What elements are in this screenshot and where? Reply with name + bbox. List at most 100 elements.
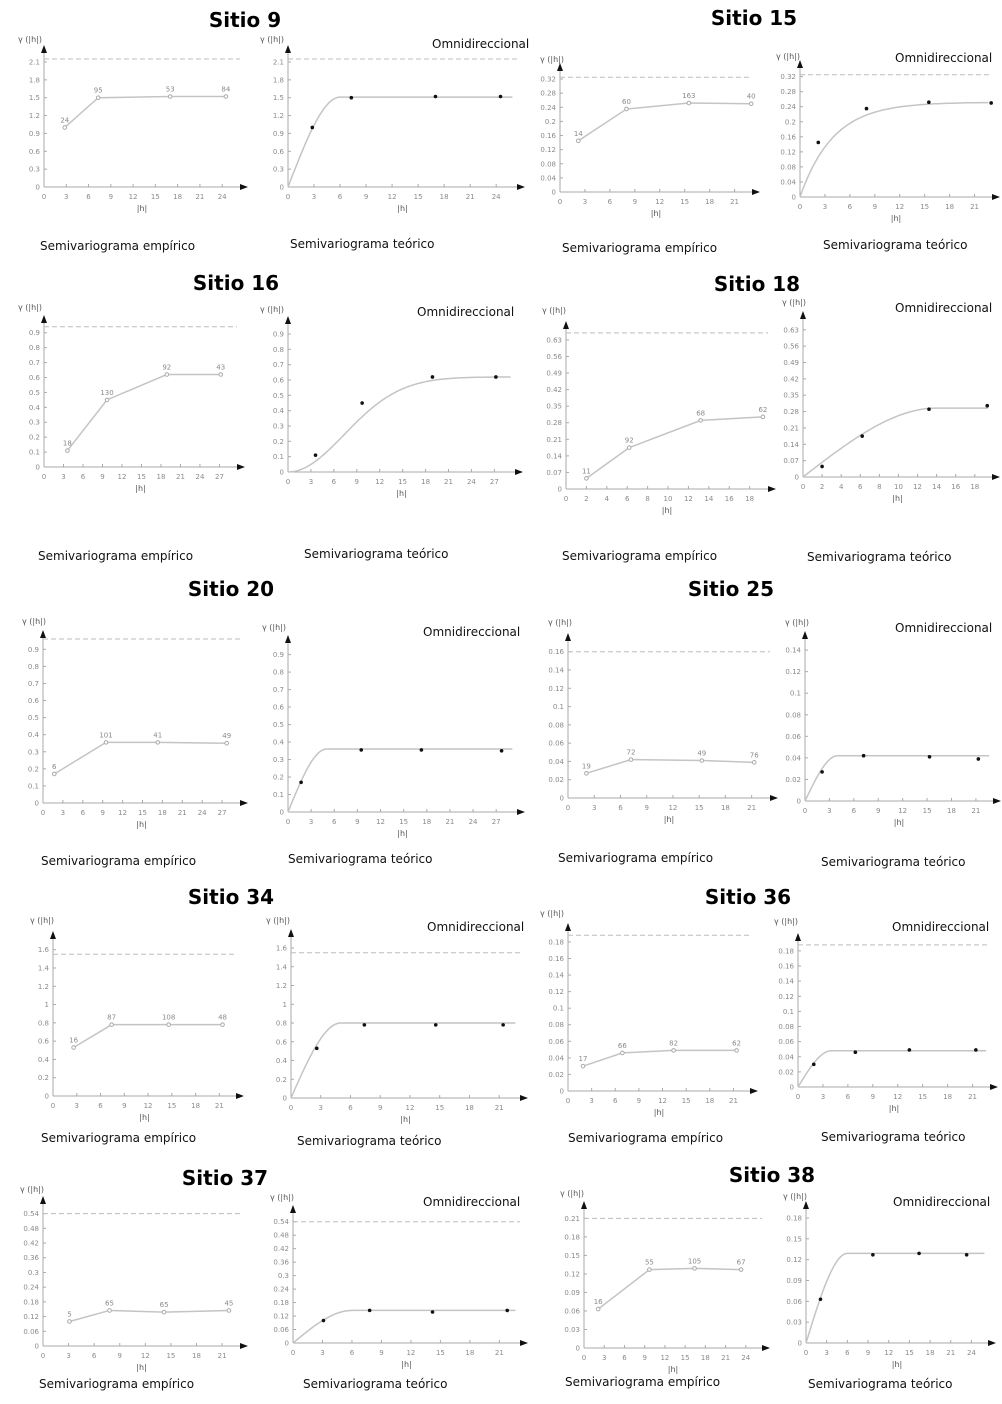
site-title: Sitio 9 bbox=[208, 8, 282, 32]
empirical-point bbox=[671, 1048, 676, 1053]
x-axis-arrow-icon bbox=[517, 809, 525, 815]
y-tick-label: 0.4 bbox=[276, 1057, 288, 1065]
y-tick-label: 0.18 bbox=[548, 938, 564, 946]
x-tick-label: 21 bbox=[971, 807, 980, 815]
x-tick-label: 18 bbox=[440, 193, 449, 201]
x-tick-label: 9 bbox=[109, 193, 113, 201]
x-tick-label: 12 bbox=[118, 473, 127, 481]
x-tick-label: 16 bbox=[725, 495, 734, 503]
x-tick-label: 15 bbox=[681, 1354, 690, 1362]
y-tick-label: 0.14 bbox=[548, 666, 564, 674]
pair-count-label: 14 bbox=[574, 130, 583, 138]
x-tick-label: 9 bbox=[644, 804, 648, 812]
y-tick-label: 0.07 bbox=[546, 469, 562, 477]
y-tick-label: 0.9 bbox=[29, 130, 40, 138]
y-tick-label: 0.42 bbox=[273, 1245, 289, 1253]
x-tick-label: 3 bbox=[583, 198, 587, 206]
pair-count-label: 92 bbox=[162, 364, 171, 372]
empirical-point bbox=[580, 1063, 586, 1069]
y-axis-label: γ (|h|) bbox=[783, 1192, 807, 1201]
model-curve bbox=[797, 1049, 987, 1088]
y-tick-label: 0.24 bbox=[540, 104, 556, 112]
y-axis-label: γ (|h|) bbox=[774, 917, 798, 926]
x-tick-label: 27 bbox=[218, 809, 227, 817]
pair-count-label: 67 bbox=[737, 1259, 746, 1267]
theoretical-caption: Semivariograma teórico bbox=[288, 852, 433, 866]
x-axis-arrow-icon bbox=[520, 1340, 528, 1346]
y-tick-label: 0.6 bbox=[276, 1038, 288, 1046]
direction-label: Omnidireccional bbox=[427, 920, 525, 934]
y-axis-arrow-icon bbox=[565, 923, 571, 931]
x-tick-label: 0 bbox=[42, 193, 46, 201]
y-tick-label: 0.6 bbox=[29, 148, 41, 156]
empirical-point bbox=[167, 94, 173, 99]
x-tick-label: 27 bbox=[215, 473, 224, 481]
x-tick-label: 21 bbox=[968, 1093, 977, 1101]
y-tick-label: 0.08 bbox=[540, 160, 556, 168]
y-tick-label: 0 bbox=[283, 1095, 287, 1103]
x-tick-label: 9 bbox=[642, 1354, 646, 1362]
x-tick-label: 6 bbox=[622, 1354, 627, 1362]
y-tick-label: 0 bbox=[790, 1084, 794, 1092]
pair-count-label: 108 bbox=[162, 1014, 175, 1022]
data-point bbox=[816, 140, 821, 145]
y-tick-label: 0.42 bbox=[546, 386, 562, 394]
y-tick-label: 0.04 bbox=[548, 758, 564, 766]
x-tick-label: 3 bbox=[61, 809, 65, 817]
model-curve bbox=[287, 96, 513, 188]
theoretical-semivariogram: 0 3 6 9 12 15 18 21 24 27 0 0.1 0.2 0.3 0.4 0.5 0.6 0.7 0.… bbox=[260, 305, 523, 498]
y-tick-label: 0.56 bbox=[546, 353, 562, 361]
y-tick-label: 0 bbox=[280, 469, 284, 477]
y-tick-label: 0.3 bbox=[29, 419, 40, 427]
x-tick-label: 12 bbox=[660, 1354, 669, 1362]
empirical-caption: Semivariograma empírico bbox=[568, 1131, 724, 1145]
y-tick-label: 0.24 bbox=[273, 1286, 289, 1294]
x-tick-label: 6 bbox=[348, 1104, 353, 1112]
x-tick-label: 6 bbox=[332, 818, 337, 826]
y-tick-label: 0.4 bbox=[273, 739, 285, 747]
pair-count-label: 19 bbox=[582, 762, 591, 770]
data-point bbox=[433, 1023, 438, 1027]
y-tick-label: 1.6 bbox=[38, 946, 50, 954]
x-tick-label: 6 bbox=[618, 804, 623, 812]
pair-count-label: 60 bbox=[622, 98, 631, 106]
theoretical-semivariogram: 0 3 6 9 12 15 18 21 24 27 0 0.1 0.2 0.3 0.4 0.5 0.6 0.7 0.… bbox=[262, 623, 525, 838]
x-tick-label: 6 bbox=[350, 1349, 355, 1357]
y-tick-label: 0.12 bbox=[564, 1270, 580, 1278]
x-tick-label: 18 bbox=[705, 198, 714, 206]
empirical-caption: Semivariograma empírico bbox=[41, 1131, 197, 1145]
x-tick-label: 21 bbox=[445, 818, 454, 826]
data-point bbox=[864, 106, 869, 111]
y-tick-label: 0.18 bbox=[273, 1299, 289, 1307]
x-axis-arrow-icon bbox=[988, 1340, 996, 1346]
x-axis-label: |h| bbox=[894, 818, 904, 827]
x-axis-label: |h| bbox=[400, 1115, 410, 1124]
y-tick-label: 0.35 bbox=[546, 403, 562, 411]
x-axis-label: |h| bbox=[654, 1108, 664, 1117]
y-tick-label: 0.06 bbox=[778, 1038, 794, 1046]
x-tick-label: 9 bbox=[379, 1349, 383, 1357]
pair-count-label: 72 bbox=[627, 749, 636, 757]
x-tick-label: 15 bbox=[920, 203, 929, 211]
x-tick-label: 9 bbox=[866, 1349, 870, 1357]
y-tick-label: 1.8 bbox=[273, 76, 284, 84]
y-tick-label: 0.08 bbox=[780, 163, 796, 171]
y-tick-label: 0.1 bbox=[273, 791, 284, 799]
direction-label: Omnidireccional bbox=[893, 1195, 991, 1209]
y-tick-label: 1.2 bbox=[38, 983, 49, 991]
x-axis-label: |h| bbox=[668, 1365, 678, 1374]
theoretical-semivariogram: 0 3 6 9 12 15 18 21 0 0.02 0.04 0.06 0.08 0.1 0.12 0.14… bbox=[774, 917, 998, 1113]
y-tick-label: 0.06 bbox=[548, 740, 564, 748]
x-tick-label: 0 bbox=[42, 473, 46, 481]
x-tick-label: 18 bbox=[465, 1349, 474, 1357]
y-tick-label: 0.15 bbox=[786, 1235, 802, 1243]
empirical-point bbox=[628, 757, 634, 762]
y-tick-label: 0 bbox=[797, 798, 801, 806]
y-tick-label: 0.03 bbox=[564, 1326, 580, 1334]
direction-label: Omnidireccional bbox=[432, 37, 530, 51]
x-tick-label: 21 bbox=[444, 478, 453, 486]
y-tick-label: 0.1 bbox=[553, 703, 564, 711]
y-tick-label: 0.2 bbox=[29, 434, 40, 442]
x-tick-label: 12 bbox=[118, 809, 127, 817]
